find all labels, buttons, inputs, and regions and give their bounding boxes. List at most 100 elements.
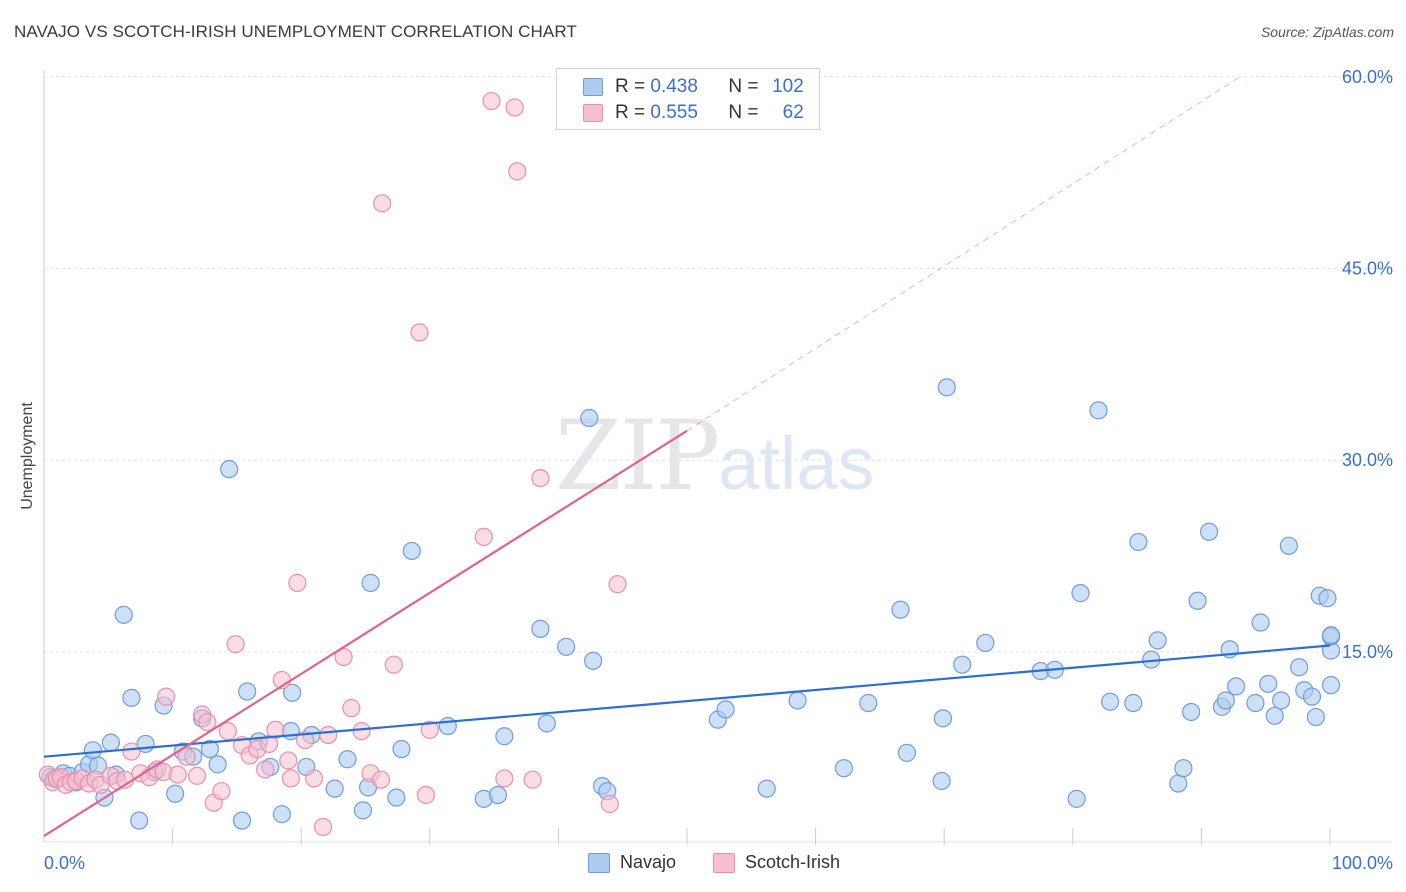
navajo-point [1246,693,1265,713]
bottom-navajo-swatch [588,852,610,873]
scotch-point [279,751,298,770]
navajo-point [757,779,776,798]
y-tick-label-0: 15.0% [1342,642,1393,662]
navajo-point [1089,401,1108,420]
axis-layer [43,70,1392,845]
navajo-point [1321,676,1341,695]
scotch-point [168,765,187,784]
y-tick-label-2: 45.0% [1342,259,1393,279]
navajo-point [208,755,227,774]
scotch-point [226,635,245,654]
scotch-point [482,91,501,111]
navajo-point [537,714,556,733]
navajo-point [1290,658,1309,677]
navajo-point [114,605,133,624]
x-tick-label-0: 0.0% [44,853,85,873]
grid-layer [44,76,1392,653]
chart-title: NAVAJO VS SCOTCH-IRISH UNEMPLOYMENT CORR… [14,22,577,41]
navajo-point [1071,584,1090,603]
scotch-point [288,573,307,592]
scotch-point [352,722,371,741]
navajo-point [1279,536,1298,555]
scotch-point [495,769,514,788]
stats-legend: R = 0.438 N = 102 R = 0.555 N = 62 [556,68,820,130]
scotch-point [505,98,524,117]
bottom-legend-scotch: Scotch-Irish [713,852,840,873]
navajo-trendline [43,644,1331,758]
navajo-point [232,811,252,830]
scotch-point [342,699,361,718]
navajo-point [1227,677,1246,696]
scotch-trendline [43,429,688,837]
navajo-point [1321,626,1341,645]
navajo-point [200,739,219,759]
trend-layer [43,76,1331,837]
scotch-point [608,575,627,594]
legend-row-navajo: R = 0.438 N = 102 [583,75,804,99]
scotch-point [420,720,439,739]
scotch-point [281,769,301,788]
navajo-point [387,788,406,807]
navajo-point [1182,702,1201,722]
scotch-point [384,655,403,674]
legend-scotch-n-label: N = [728,102,759,123]
navajo-point [130,811,149,830]
scotch-point [212,782,231,801]
navajo-point [325,779,344,798]
navajo-point [1259,674,1278,693]
navajo-point [1174,759,1193,778]
navajo-point [1216,691,1235,710]
navajo-point [1100,692,1120,711]
bottom-legend-navajo: Navajo [588,852,676,873]
scotch-point [256,760,275,779]
navajo-point [353,801,373,820]
scotch-point [187,766,207,785]
legend-row-scotch: R = 0.555 N = 62 [583,101,804,125]
scotch-swatch [583,104,603,122]
scotch-point [177,747,196,766]
navajo-point [1318,589,1337,608]
navajo-point [932,771,951,791]
scotch-point [218,722,237,741]
navajo-point [166,784,185,803]
legend-navajo-n-label: N = [728,76,759,97]
watermark-atlas: atlas [718,422,875,505]
x-tick-label-1: 100.0% [1332,853,1393,873]
scotch-point [474,527,493,546]
navajo-point [1188,591,1207,610]
navajo-point [402,541,421,561]
navajo-point [1148,631,1167,650]
navajo-point [897,743,917,762]
navajo-point [891,600,910,619]
navajo-point [1200,522,1219,541]
navajo-point [953,655,972,674]
navajo-point [1306,707,1325,727]
navajo-point [788,691,807,710]
navajo-point [834,759,853,778]
navajo-point [716,700,735,719]
scotch-point [373,194,392,213]
scotch-point [313,817,333,837]
navajo-point [933,709,953,728]
navajo-point [937,378,956,397]
navajo-point [1169,774,1188,793]
y-tick-label-3: 60.0% [1342,67,1393,87]
legend-scotch-r-label: R = [615,102,646,123]
navajo-point [392,739,411,759]
scotch-point [122,742,141,761]
navajo-point [238,682,257,701]
navajo-point [531,619,550,638]
scotch-point [410,323,429,342]
navajo-point [122,688,141,708]
scotch-point [266,720,285,739]
tick-label-layer: 15.0% 30.0% 45.0% 60.0% 0.0% 100.0% [44,67,1393,873]
legend-scotch-r-value: 0.555 [650,102,698,123]
navajo-point [101,733,120,752]
navajo-point [1124,693,1143,713]
navajo-point [584,651,603,670]
navajo-point [580,408,599,428]
scotch-point [371,770,391,789]
scotch-point [600,794,619,814]
navajo-point [1265,706,1284,725]
